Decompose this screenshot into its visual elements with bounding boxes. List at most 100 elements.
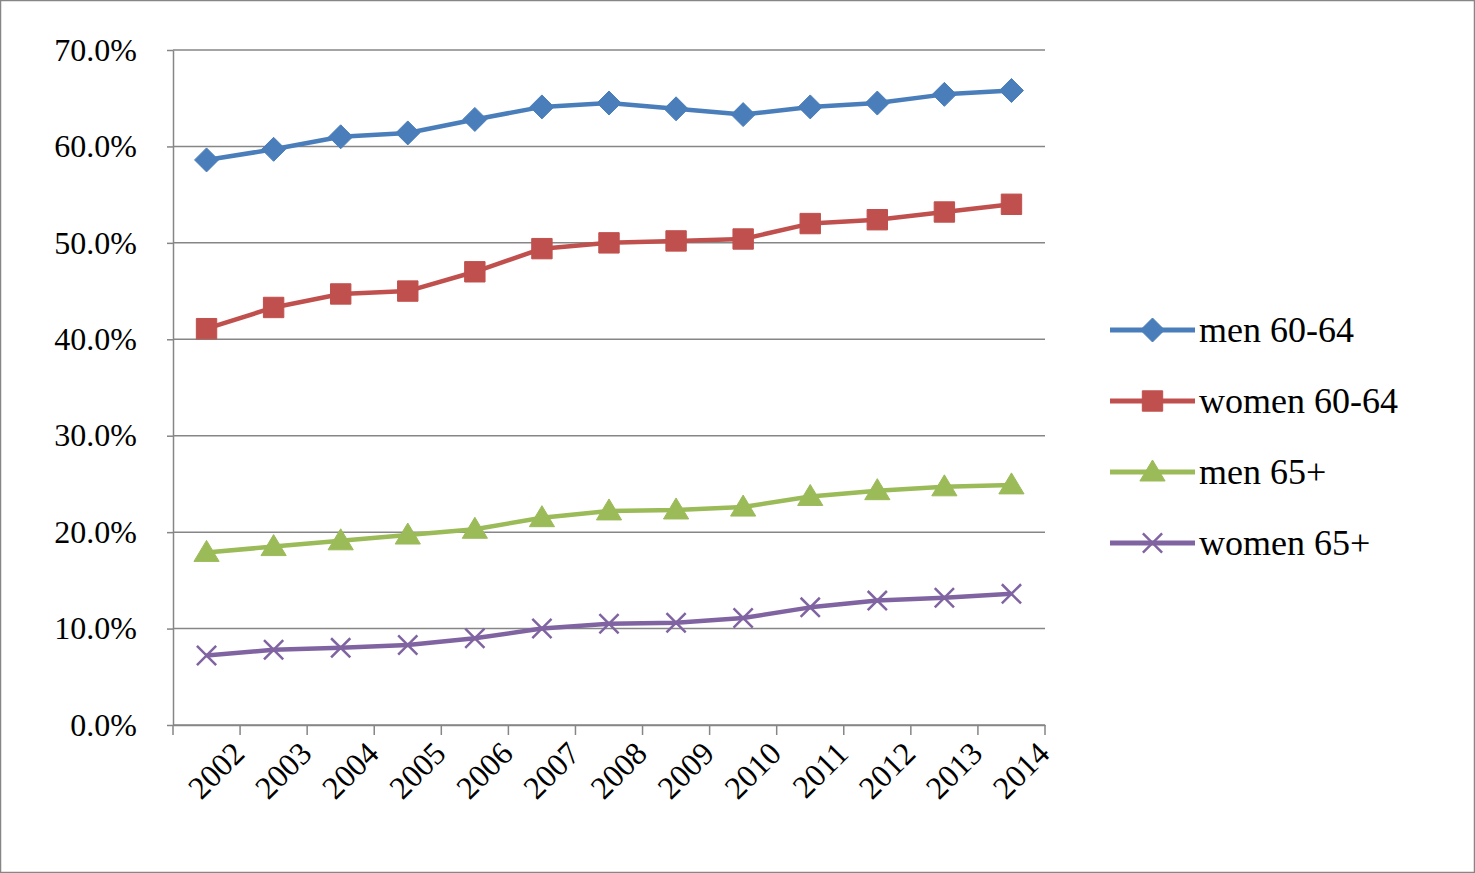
marker xyxy=(798,484,823,505)
x-boundary-tick xyxy=(776,725,778,735)
marker xyxy=(532,238,552,258)
legend-item: men 60-64 xyxy=(1110,310,1354,350)
x-tick-label: 2005 xyxy=(382,735,453,806)
x-tick: 2007 xyxy=(516,725,587,806)
x-boundary-tick xyxy=(172,725,174,735)
legend-label: men 65+ xyxy=(1199,452,1326,492)
marker xyxy=(195,148,219,172)
marker xyxy=(398,281,418,301)
x-tick-label: 2008 xyxy=(583,735,654,806)
y-tick: 70.0% xyxy=(54,32,173,68)
marker xyxy=(398,635,417,654)
marker xyxy=(328,529,353,550)
x-axis-line xyxy=(174,725,1046,727)
y-tick: 20.0% xyxy=(54,514,173,550)
grid-line xyxy=(173,724,1045,726)
marker xyxy=(932,82,956,106)
series-line xyxy=(207,594,1012,656)
marker xyxy=(396,121,420,145)
y-tick-label: 70.0% xyxy=(54,32,137,68)
marker xyxy=(664,97,688,121)
marker xyxy=(261,535,286,556)
y-tick: 10.0% xyxy=(54,610,173,646)
series-line xyxy=(207,485,1012,553)
x-tick: 2004 xyxy=(315,725,386,806)
marker xyxy=(733,229,753,249)
legend-item: men 65+ xyxy=(1110,452,1326,492)
series xyxy=(196,194,1021,339)
y-tick-label: 50.0% xyxy=(54,225,137,261)
marker xyxy=(530,95,554,119)
x-tick: 2010 xyxy=(717,725,788,806)
x-tick: 2008 xyxy=(583,725,654,806)
marker xyxy=(262,137,286,161)
y-tick-mark xyxy=(167,628,173,630)
grid-line xyxy=(173,628,1045,630)
grid-line xyxy=(173,339,1045,341)
marker xyxy=(868,591,887,610)
x-tick-label: 2002 xyxy=(181,735,252,806)
x-tick-label: 2004 xyxy=(315,735,386,806)
x-tick: 2014 xyxy=(986,725,1057,806)
legend-marker xyxy=(1141,318,1165,342)
x-tick-label: 2006 xyxy=(449,735,520,806)
y-tick-mark xyxy=(167,532,173,534)
y-tick-label: 10.0% xyxy=(54,610,137,646)
x-tick-label: 2011 xyxy=(785,735,855,805)
x-boundary-tick xyxy=(642,725,644,735)
marker xyxy=(801,598,820,617)
y-tick-label: 60.0% xyxy=(54,128,137,164)
y-tick-mark xyxy=(167,50,173,52)
marker xyxy=(599,614,618,633)
marker xyxy=(1002,584,1021,603)
marker xyxy=(532,619,551,638)
chart: 0.0% 10.0% 20.0% 30.0% 40.0% 50.0% 60.0% 70.0% 2… xyxy=(0,0,1475,873)
grid-line xyxy=(173,49,1045,51)
series-marks xyxy=(194,79,1024,666)
marker xyxy=(731,103,755,127)
x-tick: 2012 xyxy=(851,725,922,806)
x-tick-label: 2010 xyxy=(717,735,788,806)
marker xyxy=(463,107,487,131)
marker xyxy=(331,638,350,657)
legend-label: women 60-64 xyxy=(1199,381,1398,421)
marker xyxy=(867,210,887,230)
y-tick-label: 40.0% xyxy=(54,321,137,357)
y-tick-label: 0.0% xyxy=(70,707,137,743)
x-boundary-tick xyxy=(441,725,443,735)
x-boundary-tick xyxy=(1044,725,1046,735)
chart-border xyxy=(1,1,1475,873)
marker xyxy=(263,297,283,317)
x-boundary-tick xyxy=(977,725,979,735)
marker xyxy=(194,540,219,561)
legend-marker xyxy=(1143,533,1162,552)
y-axis: 0.0% 10.0% 20.0% 30.0% 40.0% 50.0% 60.0% 70.0% xyxy=(54,32,173,743)
x-boundary-tick xyxy=(239,725,241,735)
x-boundary-tick xyxy=(843,725,845,735)
marker xyxy=(666,613,685,632)
grid-line xyxy=(173,435,1045,437)
x-axis: 2002200320042005200620072008200920102011… xyxy=(173,725,1056,806)
x-boundary-tick xyxy=(306,725,308,735)
x-boundary-ticks xyxy=(173,725,1045,735)
legend-item: women 60-64 xyxy=(1110,381,1398,421)
y-tick: 30.0% xyxy=(54,417,173,453)
plot: 0.0% 10.0% 20.0% 30.0% 40.0% 50.0% 60.0% 70.0% 2… xyxy=(54,32,1056,806)
marker xyxy=(934,202,954,222)
y-tick: 40.0% xyxy=(54,321,173,357)
y-tick-mark xyxy=(167,435,173,437)
marker xyxy=(865,479,890,500)
marker xyxy=(196,318,216,338)
grid xyxy=(173,50,1045,725)
legend-item: women 65+ xyxy=(1110,523,1370,563)
x-tick: 2005 xyxy=(382,725,453,806)
x-tick-label: 2012 xyxy=(851,735,922,806)
marker xyxy=(264,640,283,659)
y-tick-mark xyxy=(167,725,173,727)
marker xyxy=(330,284,350,304)
y-axis-line xyxy=(173,51,175,726)
x-tick-label: 2007 xyxy=(516,735,587,806)
marker xyxy=(800,213,820,233)
y-tick-label: 30.0% xyxy=(54,417,137,453)
x-tick: 2009 xyxy=(650,725,721,806)
